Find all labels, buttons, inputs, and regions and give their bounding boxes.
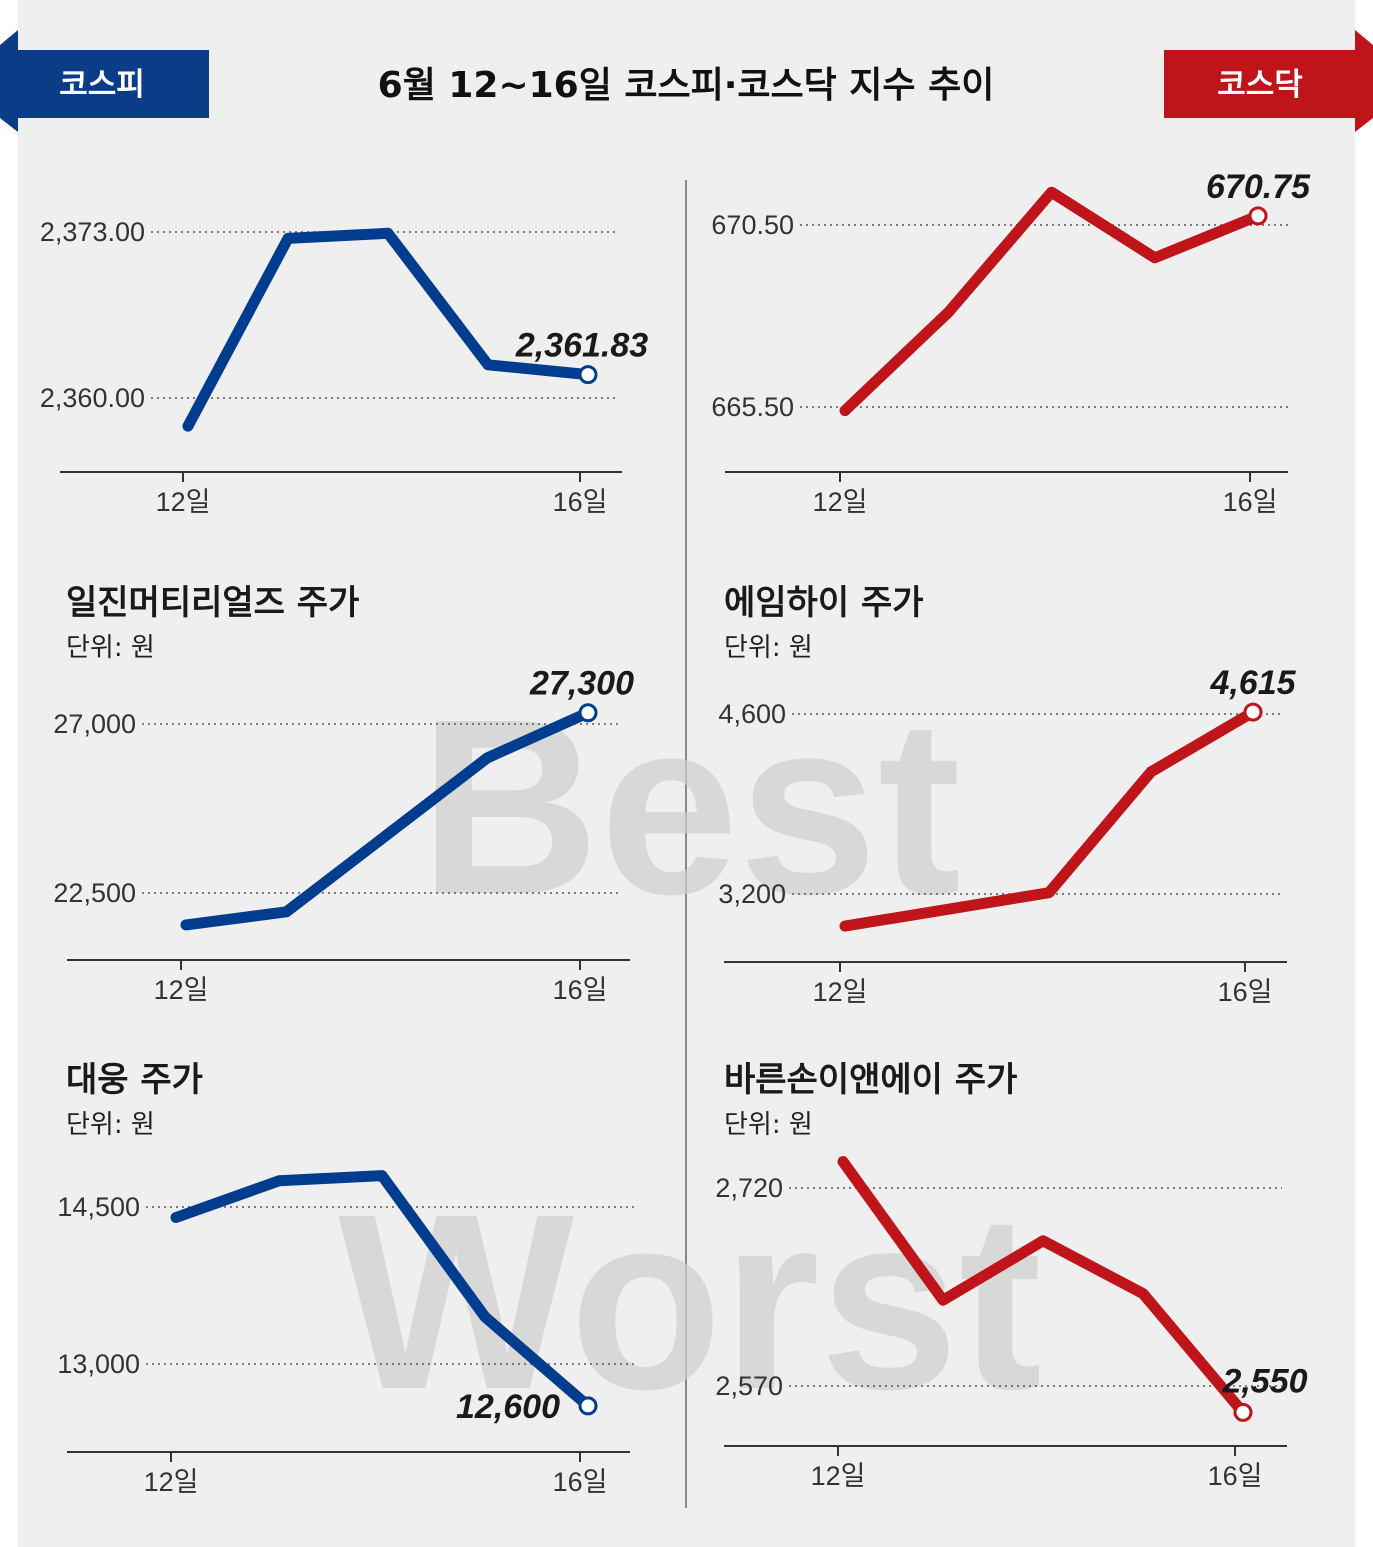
left-tag-arrow bbox=[0, 30, 18, 132]
end-point-marker bbox=[578, 1396, 598, 1416]
unit-label: 단위: 원 bbox=[66, 633, 155, 663]
x-tick-label: 12일 bbox=[154, 975, 209, 1005]
x-tick-label: 12일 bbox=[144, 1467, 199, 1497]
x-tick-label: 12일 bbox=[813, 977, 868, 1007]
x-tick-label: 12일 bbox=[813, 487, 868, 517]
end-point-marker bbox=[1233, 1402, 1253, 1422]
x-tick-label: 12일 bbox=[811, 1461, 866, 1491]
x-tick-label: 16일 bbox=[553, 487, 608, 517]
y-tick-label: 27,000 bbox=[53, 709, 136, 739]
right-tag-arrow bbox=[1355, 30, 1373, 132]
chart-title: 대웅 주가 bbox=[66, 1060, 203, 1100]
chart-title: 일진머티리얼즈 주가 bbox=[66, 583, 359, 623]
end-value-label: 27,300 bbox=[529, 665, 634, 703]
unit-label: 단위: 원 bbox=[724, 633, 813, 663]
page-title: 6월 12~16일 코스피·코스닥 지수 추이 bbox=[378, 65, 995, 106]
x-tick-label: 16일 bbox=[1223, 487, 1278, 517]
left-tag: 코스피 bbox=[0, 30, 209, 132]
right-tag-label: 코스닥 bbox=[1217, 67, 1303, 103]
y-tick-label: 14,500 bbox=[57, 1192, 140, 1222]
end-point-marker bbox=[578, 703, 598, 723]
y-tick-label: 665.50 bbox=[711, 392, 794, 422]
y-tick-label: 2,373.00 bbox=[40, 217, 145, 247]
y-tick-label: 22,500 bbox=[53, 878, 136, 908]
y-tick-label: 3,200 bbox=[718, 879, 786, 909]
x-tick-label: 16일 bbox=[553, 975, 608, 1005]
x-tick-label: 16일 bbox=[1208, 1461, 1263, 1491]
right-tag-box bbox=[1164, 50, 1355, 118]
end-point-marker bbox=[1243, 702, 1263, 722]
y-tick-label: 670.50 bbox=[711, 210, 794, 240]
end-point-marker bbox=[1248, 206, 1268, 226]
unit-label: 단위: 원 bbox=[724, 1110, 813, 1140]
y-tick-label: 2,720 bbox=[715, 1173, 783, 1203]
y-tick-label: 13,000 bbox=[57, 1349, 140, 1379]
right-tag: 코스닥 bbox=[1164, 30, 1373, 132]
unit-label: 단위: 원 bbox=[66, 1110, 155, 1140]
watermark-worst: Worst bbox=[338, 1162, 1042, 1441]
left-tag-label: 코스피 bbox=[59, 67, 145, 103]
chart-title: 에임하이 주가 bbox=[724, 583, 924, 623]
y-tick-label: 4,600 bbox=[718, 699, 786, 729]
end-value-label: 2,550 bbox=[1221, 1362, 1307, 1400]
end-point-marker bbox=[578, 365, 598, 385]
watermark-best: Best bbox=[419, 667, 961, 946]
chart-kosdaq: 670.50 665.50 12일 16일 670.75 bbox=[711, 168, 1311, 517]
chart-kospi: 2,373.00 2,360.00 12일 16일 2,361.83 bbox=[40, 217, 648, 517]
chart-title: 바른손이앤에이 주가 bbox=[724, 1060, 1017, 1100]
left-tag-box bbox=[18, 50, 209, 118]
x-tick-label: 16일 bbox=[1218, 977, 1273, 1007]
end-value-label: 12,600 bbox=[456, 1388, 560, 1426]
chart-panels: 2,373.00 2,360.00 12일 16일 2,361.83 670.50 665.… bbox=[40, 168, 1311, 1497]
end-value-label: 4,615 bbox=[1209, 664, 1296, 702]
y-tick-label: 2,360.00 bbox=[40, 383, 145, 413]
x-tick-label: 12일 bbox=[156, 487, 211, 517]
x-tick-label: 16일 bbox=[553, 1467, 608, 1497]
y-tick-label: 2,570 bbox=[715, 1371, 783, 1401]
end-value-label: 2,361.83 bbox=[515, 327, 648, 365]
end-value-label: 670.75 bbox=[1206, 168, 1311, 206]
